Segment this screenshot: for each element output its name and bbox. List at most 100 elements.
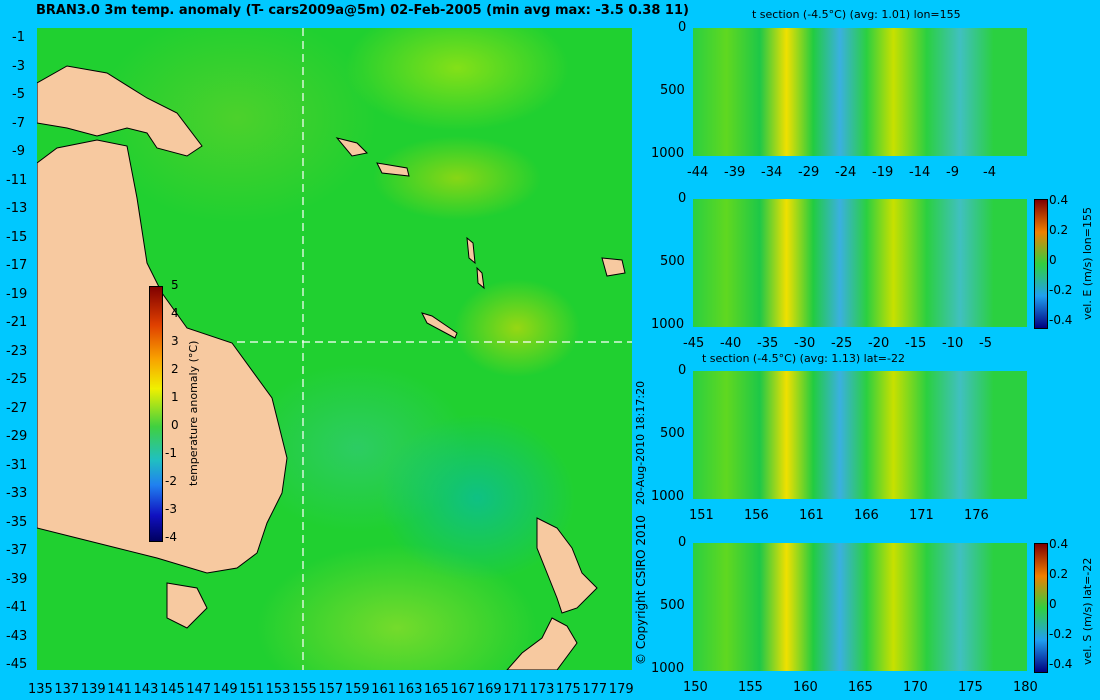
panel-x-tick: -34 (761, 165, 783, 180)
panel-x-tick: 151 (689, 508, 714, 523)
panel-x-tick: -14 (909, 165, 931, 180)
panel-x-tick: -4 (983, 165, 996, 180)
panel-x-tick: 161 (799, 508, 824, 523)
map-y-tick: -15 (6, 229, 28, 245)
vel-s-colorbar-label: vel. S (m/s) lat=-22 (1081, 557, 1094, 665)
vel-e-lon155-panel (693, 199, 1027, 327)
colorbar-tick: -1 (165, 446, 177, 460)
panel-x-tick: -24 (835, 165, 857, 180)
panel-x-tick: 176 (964, 508, 989, 523)
vel-colorbar-tick: 0 (1049, 597, 1057, 611)
land-fiji (601, 257, 626, 277)
panel-y-tick: 500 (660, 254, 685, 269)
colorbar-tick: -3 (165, 502, 177, 516)
panel-x-tick: -19 (872, 165, 894, 180)
map-x-tick: 165 (424, 682, 449, 697)
map-x-tick: 145 (160, 682, 185, 697)
panel-x-tick: 171 (909, 508, 934, 523)
map-x-tick: 171 (503, 682, 529, 697)
land-tasmania (166, 582, 208, 629)
panel-x-tick: -5 (979, 336, 992, 351)
map-x-tick: 141 (107, 682, 133, 697)
panel-y-tick: 0 (678, 191, 687, 206)
t-section-lat-22-panel (693, 371, 1027, 499)
colorbar-tick: 0 (171, 418, 179, 432)
vel-colorbar-tick: 0.4 (1049, 537, 1069, 551)
panel-y-tick: 0 (678, 363, 687, 378)
temperature-anomaly-map: 5 4 3 2 1 0 -1 -2 -3 -4 temperature anomaly (°C) (37, 28, 632, 670)
map-y-tick: -5 (12, 87, 25, 102)
map-x-tick: 179 (608, 682, 634, 697)
map-y-tick: -25 (6, 372, 28, 387)
copyright-text: © Copyright CSIRO 2010 (634, 515, 648, 665)
map-y-tick: -19 (6, 286, 28, 302)
map-y-tick: -9 (12, 144, 25, 159)
map-overlay (37, 28, 632, 670)
colorbar-tick: 4 (171, 306, 179, 320)
land-new-zealand-south (506, 617, 578, 670)
panel-x-tick: 160 (793, 680, 818, 695)
map-x-tick: 177 (582, 682, 608, 697)
panel-x-tick: 155 (738, 680, 763, 695)
panel-x-tick: 165 (848, 680, 873, 695)
panel3-title: t section (-4.5°C) (avg: 1.13) lat=-22 (702, 352, 905, 365)
colorbar-tick: 3 (171, 334, 179, 348)
map-y-tick: -27 (6, 400, 28, 416)
panel-y-tick: 0 (678, 20, 687, 35)
panel-x-tick: 170 (903, 680, 928, 695)
land-new-caledonia (421, 312, 458, 339)
map-y-tick: -29 (6, 429, 28, 444)
panel-x-tick: -40 (720, 336, 742, 351)
colorbar-tick: 1 (171, 390, 179, 404)
map-x-tick: 173 (529, 682, 555, 697)
colorbar-tick: 2 (171, 362, 179, 376)
map-y-tick: -13 (6, 201, 28, 216)
map-x-tick: 135 (28, 682, 53, 697)
map-y-tick: -31 (6, 457, 28, 473)
vel-colorbar-tick: 0 (1049, 253, 1057, 267)
map-x-tick: 155 (292, 682, 317, 697)
panel-y-tick: 1000 (651, 317, 685, 332)
panel-y-tick: 1000 (651, 661, 685, 676)
map-x-tick: 159 (344, 682, 370, 697)
map-x-tick: 137 (54, 682, 80, 697)
map-y-tick: -7 (12, 115, 25, 131)
panel-y-tick: 500 (660, 598, 685, 613)
panel-x-tick: -25 (831, 336, 853, 351)
map-x-tick: 175 (556, 682, 581, 697)
land-new-guinea (37, 65, 203, 157)
panel-x-tick: -44 (687, 165, 709, 180)
t-section-lon155-panel (693, 28, 1027, 156)
panel-y-tick: 500 (660, 426, 685, 441)
map-y-tick: -37 (6, 543, 28, 558)
map-x-tick: 157 (318, 682, 344, 697)
vel-s-colorbar (1034, 543, 1048, 673)
vel-colorbar-tick: 0.4 (1049, 193, 1069, 207)
vel-colorbar-tick: -0.4 (1049, 313, 1073, 327)
vel-e-colorbar-label: vel. E (m/s) lon=155 (1081, 207, 1094, 320)
panel-x-tick: 156 (744, 508, 769, 523)
map-y-tick: -45 (6, 657, 28, 672)
vel-s-lat-22-panel (693, 543, 1027, 671)
map-x-tick: 143 (133, 682, 159, 697)
map-x-tick: 151 (239, 682, 265, 697)
map-y-tick: -3 (12, 58, 25, 74)
map-y-tick: -17 (6, 258, 28, 273)
map-y-tick: -39 (6, 571, 28, 587)
figure-title: BRAN3.0 3m temp. anomaly (T- cars2009a@5… (36, 3, 689, 18)
panel-x-tick: -39 (724, 165, 746, 180)
map-x-tick: 153 (265, 682, 291, 697)
map-y-tick: -11 (6, 172, 28, 188)
map-y-tick: -21 (6, 315, 28, 330)
panel-x-tick: -15 (905, 336, 927, 351)
map-x-tick: 163 (397, 682, 423, 697)
panel-x-tick: 166 (854, 508, 879, 523)
vel-colorbar-tick: 0.2 (1049, 223, 1069, 237)
panel-x-tick: -45 (683, 336, 705, 351)
vel-colorbar-tick: -0.4 (1049, 657, 1073, 671)
map-x-tick: 161 (371, 682, 397, 697)
panel-x-tick: 180 (1013, 680, 1038, 695)
map-y-tick: -41 (6, 600, 28, 615)
panel-x-tick: 150 (683, 680, 708, 695)
panel-x-tick: 175 (958, 680, 983, 695)
